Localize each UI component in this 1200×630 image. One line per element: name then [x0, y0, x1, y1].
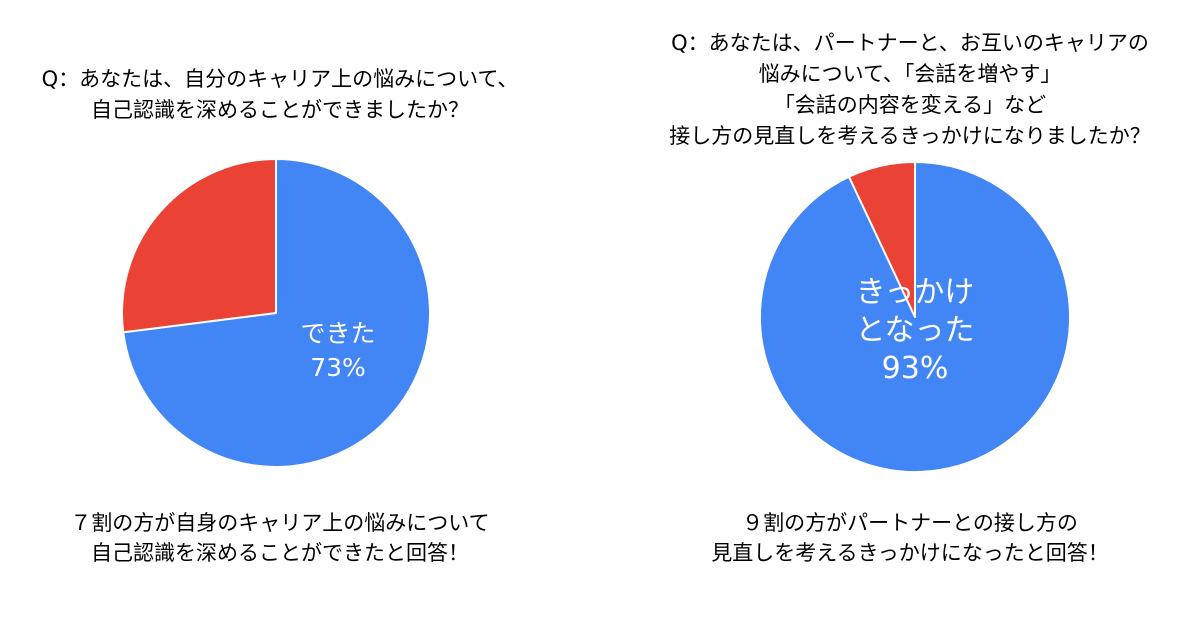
- slice-label: できた: [300, 319, 375, 348]
- question-line: Q：あなたは、自分のキャリア上の悩みについて、: [41, 67, 519, 91]
- pie-chart-self-awareness: できた 73%: [120, 158, 431, 468]
- caption-line: ９割の方がパートナーとの接し方の: [742, 511, 1078, 535]
- question-line: 悩みについて、「会話を増やす」: [758, 62, 1062, 86]
- question-line: 接し方の見直しを考えるきっかけになりましたか？: [669, 124, 1151, 148]
- caption-line: ７割の方が自身のキャリア上の悩みについて: [70, 511, 490, 535]
- question-line: Q：あなたは、パートナーと、お互いのキャリアの: [671, 31, 1149, 55]
- result-caption: ９割の方がパートナーとの接し方の 見直しを考えるきっかけになったと回答！: [620, 508, 1200, 568]
- question-title: Q：あなたは、パートナーと、お互いのキャリアの 悩みについて、「会話を増やす」 …: [620, 28, 1200, 152]
- caption-line: 自己認識を深めることができたと回答！: [91, 541, 469, 565]
- result-caption: ７割の方が自身のキャリア上の悩みについて 自己認識を深めることができたと回答！: [0, 508, 560, 568]
- chart-panel-self-awareness: Q：あなたは、自分のキャリア上の悩みについて、 自己認識を深めることができました…: [0, 0, 560, 630]
- question-line: 「会話の内容を変える」など: [773, 93, 1047, 117]
- slice-label: 73%: [310, 353, 366, 382]
- slice-label: きっかけ: [856, 275, 975, 310]
- question-title: Q：あなたは、自分のキャリア上の悩みについて、 自己認識を深めることができました…: [0, 64, 560, 126]
- slice-label: となった: [855, 313, 974, 348]
- chart-panel-partner-communication: Q：あなたは、パートナーと、お互いのキャリアの 悩みについて、「会話を増やす」 …: [620, 0, 1200, 630]
- pie-slice: [848, 161, 916, 318]
- caption-line: 見直しを考えるきっかけになったと回答！: [711, 541, 1109, 565]
- pie-slice: [120, 158, 277, 334]
- slice-label: 93%: [882, 351, 949, 386]
- question-line: 自己認識を深めることができましたか？: [91, 98, 469, 122]
